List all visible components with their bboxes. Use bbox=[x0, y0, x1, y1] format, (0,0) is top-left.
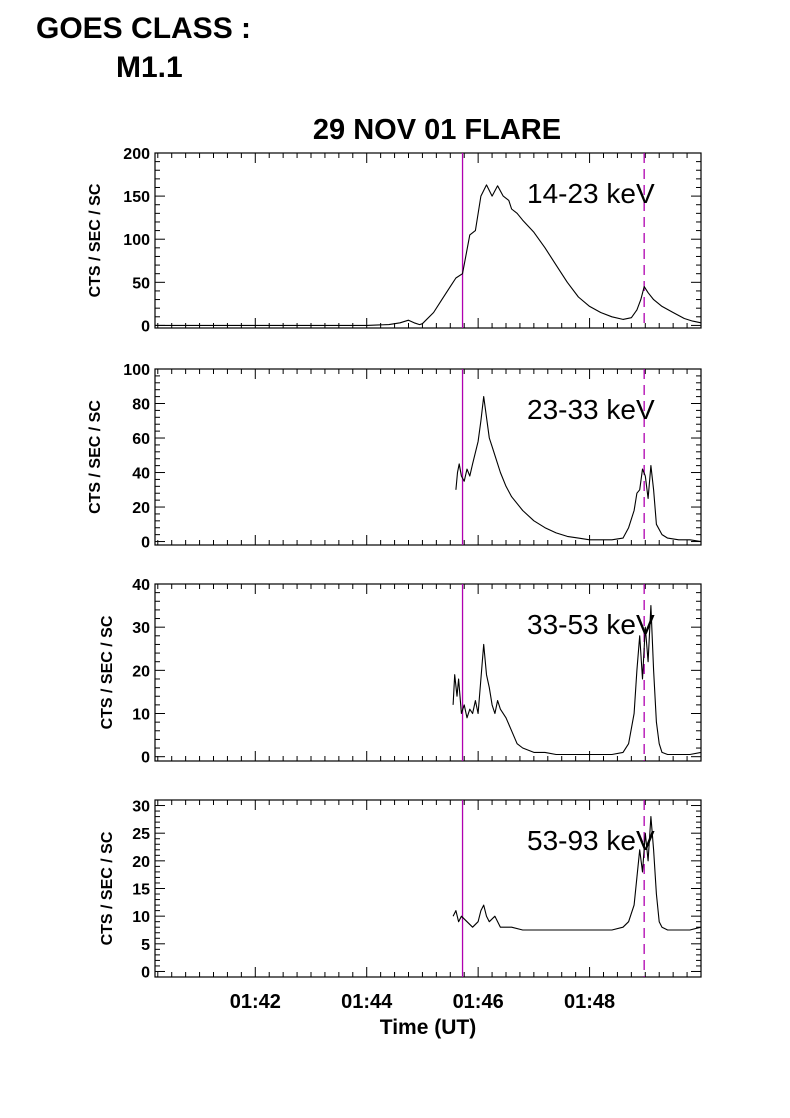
x-tick-labels: 01:42 01:44 01:46 01:48 bbox=[230, 991, 615, 1013]
y-tick-label: 40 bbox=[132, 466, 150, 483]
y-tick-label: 100 bbox=[123, 362, 150, 379]
y-tick-label: 150 bbox=[123, 189, 150, 206]
y-tick-label: 20 bbox=[132, 663, 150, 680]
x-tick-label: 01:44 bbox=[341, 991, 393, 1013]
count-rate-line bbox=[455, 396, 702, 543]
y-tick-label: 100 bbox=[123, 232, 150, 249]
x-tick-label: 01:46 bbox=[453, 991, 504, 1013]
y-tick-label: 0 bbox=[141, 964, 150, 981]
y-axis-label: CTS / SEC / SC bbox=[87, 400, 104, 514]
energy-band-label: 53-93 keV bbox=[527, 825, 655, 856]
x-tick-label: 01:48 bbox=[564, 991, 615, 1013]
y-tick-label: 0 bbox=[141, 318, 150, 335]
y-tick-label: 15 bbox=[132, 882, 150, 899]
plot-frame bbox=[154, 368, 702, 546]
y-axis-label: CTS / SEC / SC bbox=[87, 183, 104, 297]
y-tick-label: 60 bbox=[132, 431, 150, 448]
plot-frame bbox=[154, 583, 702, 762]
goes-class-value: M1.1 bbox=[116, 51, 183, 84]
y-tick-label: 10 bbox=[132, 909, 150, 926]
y-tick-label: 20 bbox=[132, 500, 150, 517]
count-rate-line bbox=[452, 605, 702, 756]
y-tick-label: 30 bbox=[132, 799, 150, 816]
y-tick-label: 50 bbox=[132, 275, 150, 292]
panel-2: 0 20 40 60 80 100 CTS / SEC / SC 23-33 keV bbox=[87, 362, 702, 552]
x-axis-label: Time (UT) bbox=[380, 1016, 476, 1039]
count-rate-line bbox=[452, 816, 702, 931]
panel-1: 0 50 100 150 200 CTS / SEC / SC 14-23 keV bbox=[87, 146, 702, 335]
energy-band-label: 14-23 keV bbox=[527, 178, 655, 209]
panel-4: 0 5 10 15 20 25 30 CTS / SEC / SC 53-93 keV bbox=[99, 799, 702, 981]
y-axis-label: CTS / SEC / SC bbox=[99, 615, 116, 729]
energy-band-label: 23-33 keV bbox=[527, 394, 655, 425]
y-tick-label: 20 bbox=[132, 854, 150, 871]
y-tick-label: 0 bbox=[141, 535, 150, 552]
chart-title: 29 NOV 01 FLARE bbox=[313, 114, 561, 146]
y-tick-label: 80 bbox=[132, 397, 150, 414]
count-rate-line bbox=[155, 184, 702, 326]
y-axis-label: CTS / SEC / SC bbox=[99, 831, 116, 945]
y-tick-label: 30 bbox=[132, 620, 150, 637]
energy-band-label: 33-53 keV bbox=[527, 609, 655, 640]
y-tick-label: 5 bbox=[141, 937, 150, 954]
y-tick-label: 40 bbox=[132, 577, 150, 594]
y-tick-label: 0 bbox=[141, 750, 150, 767]
x-tick-label: 01:42 bbox=[230, 991, 281, 1013]
y-tick-label: 10 bbox=[132, 707, 150, 724]
goes-class-label: GOES CLASS : bbox=[36, 12, 252, 45]
plot-frame bbox=[154, 152, 702, 329]
y-tick-label: 25 bbox=[132, 826, 150, 843]
panel-3: 0 10 20 30 40 CTS / SEC / SC 33-53 keV bbox=[99, 577, 702, 767]
y-tick-label: 200 bbox=[123, 146, 150, 163]
